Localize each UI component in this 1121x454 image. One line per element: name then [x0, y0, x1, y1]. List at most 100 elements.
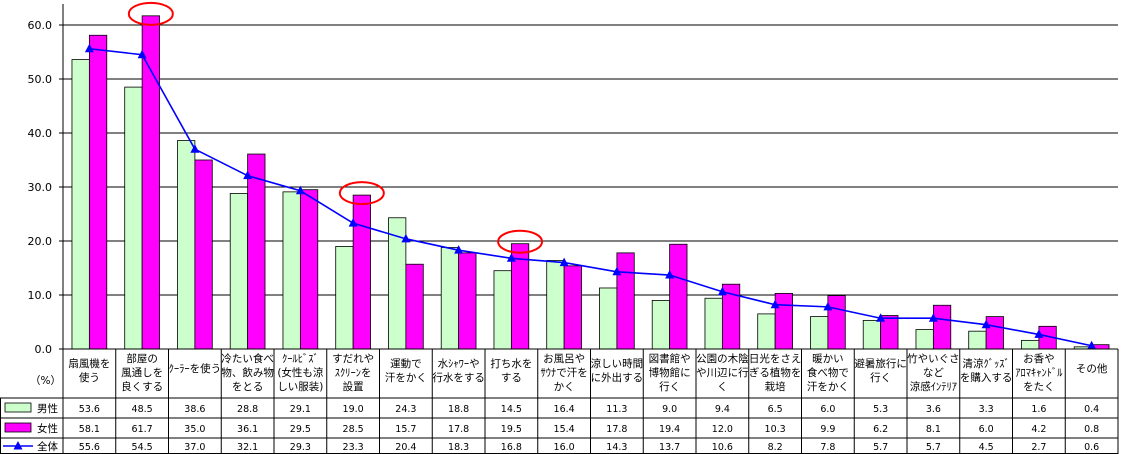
bar-male: [810, 316, 829, 350]
table-value: 32.1: [237, 442, 258, 453]
overall-point: [1087, 340, 1097, 350]
table-value: 8.2: [768, 442, 783, 453]
table-value: 17.8: [606, 424, 627, 435]
table-value: 2.7: [1031, 442, 1046, 453]
category-label: 良くする: [121, 380, 163, 393]
table-value: 7.8: [820, 442, 835, 453]
overall-point: [84, 43, 94, 53]
bar-female: [616, 252, 635, 350]
category-label: お風呂や: [543, 353, 585, 365]
bar-male: [440, 247, 460, 350]
overall-line: [89, 47, 1092, 347]
bar-female: [563, 265, 582, 350]
category-label: 汗をかく: [807, 380, 849, 393]
category-label: しい服装): [277, 380, 323, 393]
bar-female: [247, 153, 266, 350]
overall-point: [717, 286, 727, 296]
category-label: 物、飲み物: [221, 366, 274, 379]
category-label: (女性も涼: [277, 366, 323, 379]
bar-female: [299, 189, 319, 350]
bar-female: [932, 304, 952, 350]
category-label: 竹やいぐさ: [907, 352, 960, 365]
category-label: く: [717, 381, 728, 393]
category-label: 打ち水を: [490, 357, 532, 370]
overall-point: [190, 144, 200, 153]
category-label: 涼感ｲﾝﾃﾘｱ: [910, 380, 957, 393]
highlight-ellipse: [497, 229, 544, 254]
table-value: 6.0: [820, 404, 835, 415]
overall-point: [243, 170, 253, 180]
bar-male: [493, 270, 512, 350]
table-value: 48.5: [132, 404, 153, 415]
overall-point: [454, 245, 464, 254]
table-value: 18.8: [448, 404, 469, 415]
table-value: 0.6: [1084, 442, 1099, 453]
category-label: ｱﾛﾏｷｬﾝﾄﾞﾙ: [1015, 367, 1063, 379]
category-label: すだれや: [332, 353, 374, 365]
table-value: 16.4: [554, 404, 575, 415]
category-label: をとる: [232, 381, 264, 393]
overall-point: [348, 218, 358, 227]
overall-point: [928, 313, 938, 322]
table-value: 37.0: [184, 442, 205, 453]
table-value: 13.7: [659, 442, 680, 453]
overall-point: [612, 266, 622, 276]
category-label: 涼しい時間: [591, 357, 644, 370]
bar-female: [774, 292, 793, 350]
category-label: 運動で: [390, 357, 422, 370]
table-value: 15.4: [554, 424, 575, 435]
bar-female: [458, 252, 477, 350]
bar-male: [335, 245, 354, 350]
overall-point: [401, 233, 411, 243]
bar-male: [862, 319, 882, 350]
y-tick-label: 30.0: [28, 181, 53, 194]
table-value: 28.8: [237, 404, 258, 415]
legend-swatch-female: [4, 422, 32, 433]
bar-female: [827, 295, 846, 350]
table-value: 53.6: [79, 404, 100, 415]
category-label: その他: [1076, 362, 1108, 375]
bar-male: [1021, 339, 1040, 350]
category-label: 暖かい: [812, 352, 844, 365]
table-value: 16.8: [501, 442, 522, 453]
category-label: や川辺に行: [696, 366, 749, 379]
category-label: 避暑旅行に: [854, 357, 907, 370]
table-value: 28.5: [343, 424, 364, 435]
table-value: 9.0: [662, 404, 677, 415]
category-label: に外出する: [591, 371, 644, 384]
bar-male: [704, 297, 723, 350]
table-value: 5.7: [926, 442, 941, 453]
bar-male: [71, 59, 90, 350]
bar-female: [985, 316, 1004, 350]
table-value: 0.8: [1084, 424, 1099, 435]
highlight-ellipse: [127, 1, 174, 26]
category-label: 冷たい食べ: [221, 352, 274, 365]
overall-point: [295, 185, 305, 195]
table-value: 0.4: [1084, 404, 1099, 415]
table-value: 24.3: [395, 404, 416, 415]
bar-female: [88, 34, 108, 350]
category-label: を購入する: [960, 371, 1013, 384]
table-value: 38.6: [184, 404, 205, 415]
table-value: 3.3: [979, 404, 994, 415]
category-label: お香や: [1023, 353, 1055, 365]
bar-male: [757, 313, 776, 350]
bar-female: [669, 243, 688, 350]
table-value: 12.0: [712, 424, 733, 435]
table-value: 29.3: [290, 442, 311, 453]
category-label: 図書館や: [649, 352, 691, 365]
bar-female: [405, 263, 424, 350]
table-value: 1.6: [1031, 404, 1046, 415]
category-label: 清涼ｸﾞｯｽﾞ: [963, 357, 1010, 370]
category-label: 使う: [79, 371, 100, 384]
table-value: 17.8: [448, 424, 469, 435]
category-label: 食べ物で: [807, 366, 849, 379]
category-label: 汗をかく: [385, 371, 427, 384]
table-value: 19.5: [501, 424, 522, 435]
legend-swatch-male: [4, 402, 32, 413]
table-value: 18.3: [448, 442, 469, 453]
table-value: 11.3: [606, 404, 627, 415]
grid-layer: [63, 24, 1118, 350]
y-tick-label: 40.0: [28, 127, 53, 140]
